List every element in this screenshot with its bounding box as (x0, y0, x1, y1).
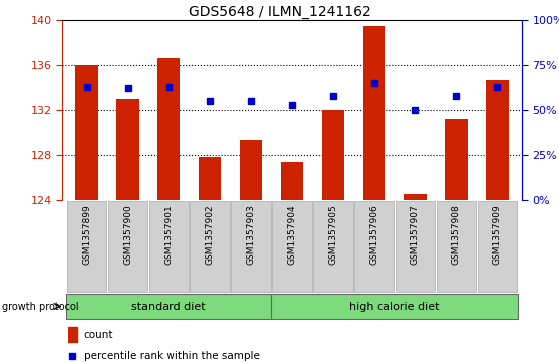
Text: GDS5648 / ILMN_1241162: GDS5648 / ILMN_1241162 (188, 5, 371, 19)
Text: growth protocol: growth protocol (2, 302, 79, 311)
Bar (68, 327, 77, 342)
Text: standard diet: standard diet (131, 302, 206, 311)
FancyBboxPatch shape (396, 201, 435, 292)
FancyBboxPatch shape (231, 201, 271, 292)
Text: count: count (84, 330, 113, 340)
Text: GSM1357904: GSM1357904 (287, 205, 296, 265)
Bar (486, 79, 509, 200)
FancyBboxPatch shape (314, 201, 353, 292)
Text: GSM1357908: GSM1357908 (452, 205, 461, 265)
FancyBboxPatch shape (66, 294, 272, 319)
Bar (158, 58, 180, 200)
FancyBboxPatch shape (149, 201, 188, 292)
Bar (445, 119, 467, 200)
FancyBboxPatch shape (437, 201, 476, 292)
Bar (322, 110, 344, 200)
FancyBboxPatch shape (190, 201, 230, 292)
Bar (75, 65, 98, 200)
Bar (281, 162, 304, 200)
Bar (404, 194, 427, 200)
Text: GSM1357903: GSM1357903 (247, 205, 255, 265)
Text: GSM1357899: GSM1357899 (82, 205, 91, 265)
Bar (363, 26, 386, 200)
Text: GSM1357906: GSM1357906 (369, 205, 378, 265)
Bar (240, 140, 262, 200)
FancyBboxPatch shape (272, 294, 518, 319)
FancyBboxPatch shape (477, 201, 517, 292)
FancyBboxPatch shape (354, 201, 394, 292)
Text: GSM1357900: GSM1357900 (123, 205, 132, 265)
Text: GSM1357901: GSM1357901 (164, 205, 173, 265)
Text: percentile rank within the sample: percentile rank within the sample (84, 351, 259, 361)
FancyBboxPatch shape (108, 201, 148, 292)
Bar (116, 99, 139, 200)
Text: GSM1357907: GSM1357907 (411, 205, 420, 265)
Bar (198, 157, 221, 200)
Text: GSM1357905: GSM1357905 (329, 205, 338, 265)
Text: GSM1357909: GSM1357909 (493, 205, 502, 265)
Text: high calorie diet: high calorie diet (349, 302, 440, 311)
FancyBboxPatch shape (67, 201, 106, 292)
FancyBboxPatch shape (272, 201, 312, 292)
Text: GSM1357902: GSM1357902 (205, 205, 214, 265)
